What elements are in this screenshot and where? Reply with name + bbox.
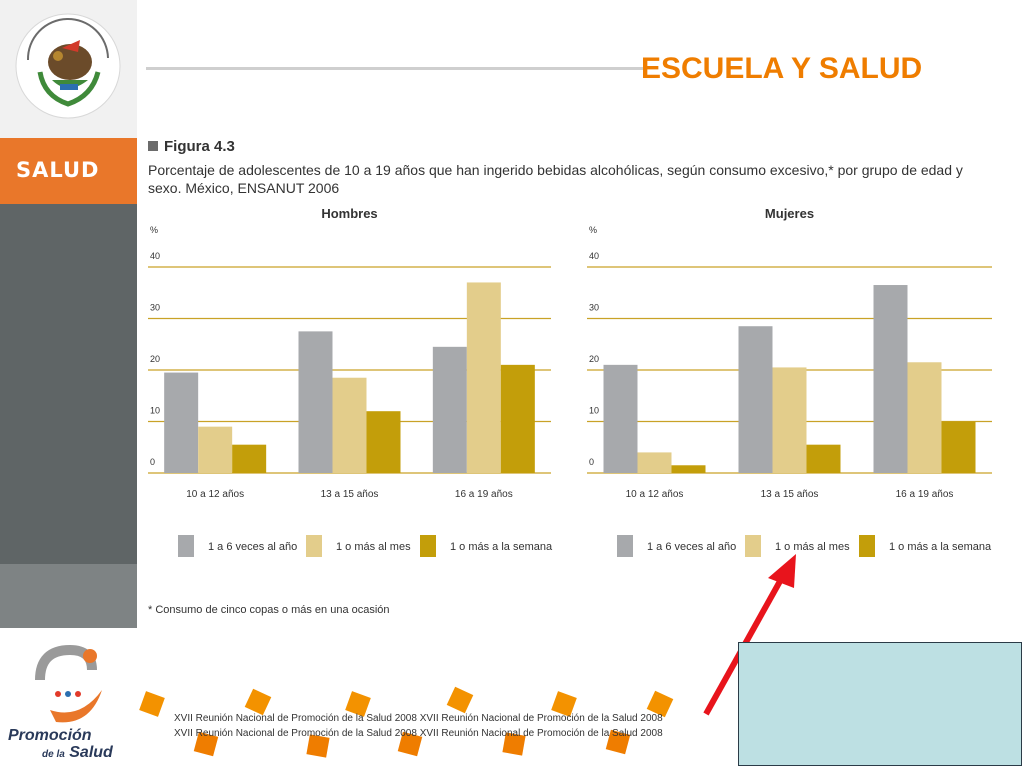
y-tick-label: 10 [150, 406, 160, 416]
sidebar-gray-lower-panel [0, 564, 137, 628]
legend-label: 1 a 6 veces al año [208, 541, 297, 553]
bar [603, 364, 638, 473]
bar [366, 411, 401, 473]
y-tick-label: 30 [150, 303, 160, 313]
logo-text-line: Promoción [8, 727, 92, 744]
bar [806, 444, 841, 473]
footer-text: XVII Reunión Nacional de Promoción de la… [174, 711, 704, 741]
y-tick-label: 20 [150, 354, 160, 364]
bar-charts: Hombres% 0 10 20 30 40 10 a 12 años 13 a 15 año… [148, 206, 992, 557]
sidebar-salud-band: SALUD [0, 138, 137, 204]
legend-swatch [859, 535, 875, 557]
x-tick-label: 16 a 19 años [455, 489, 513, 500]
bar [298, 331, 333, 473]
bar [232, 444, 267, 473]
legend-swatch [306, 535, 322, 557]
y-axis-label: % [150, 225, 158, 235]
figure-footnote: * Consumo de cinco copas o más en una oc… [148, 604, 390, 616]
x-tick-label: 13 a 15 años [761, 489, 819, 500]
logo-text-line: de la [42, 749, 65, 760]
bar [332, 377, 367, 473]
page-title: ESCUELA Y SALUD [641, 52, 923, 85]
footer-line: XVII Reunión Nacional de Promoción de la… [174, 713, 663, 724]
bar [500, 364, 535, 473]
bar [671, 465, 706, 473]
figure-caption: Porcentaje de adolescentes de 10 a 19 añ… [148, 162, 963, 196]
legend-swatch [420, 535, 436, 557]
y-tick-label: 30 [589, 303, 599, 313]
legend-label: 1 o más a la semana [450, 541, 553, 553]
y-tick-label: 10 [589, 406, 599, 416]
legend-swatch [178, 535, 194, 557]
bar [873, 285, 908, 473]
orange-diamonds-decoration [139, 686, 674, 758]
legend-label: 1 o más a la semana [889, 541, 992, 553]
x-tick-label: 10 a 12 años [626, 489, 684, 500]
y-tick-label: 0 [150, 457, 155, 467]
figure-label: Figura 4.3 [148, 138, 235, 155]
note-box [738, 642, 1022, 766]
square-bullet-icon [148, 141, 158, 151]
national-seal-logo [15, 13, 121, 119]
logo-text: Promoción de la Salud [8, 727, 113, 763]
footer-line: XVII Reunión Nacional de Promoción de la… [174, 728, 663, 739]
y-tick-label: 40 [589, 251, 599, 261]
sidebar-label: SALUD [16, 158, 100, 182]
bar [198, 426, 233, 473]
x-tick-label: 16 a 19 años [896, 489, 954, 500]
y-tick-label: 40 [150, 251, 160, 261]
y-tick-label: 0 [589, 457, 594, 467]
bar [738, 326, 773, 473]
chart-title: Hombres [321, 206, 377, 221]
sidebar: SALUD [0, 0, 137, 628]
bar [772, 367, 807, 473]
bar [637, 452, 672, 473]
header-rule [146, 67, 646, 70]
promocion-salud-logo [35, 644, 102, 723]
legend-label: 1 a 6 veces al año [647, 541, 736, 553]
bar [907, 362, 942, 473]
legend-label: 1 o más al mes [775, 541, 850, 553]
bar [432, 346, 467, 473]
chart-title: Mujeres [765, 206, 814, 221]
bar [164, 372, 199, 473]
x-tick-label: 13 a 15 años [321, 489, 379, 500]
x-tick-label: 10 a 12 años [186, 489, 244, 500]
legend-swatch [745, 535, 761, 557]
legend-label: 1 o más al mes [336, 541, 411, 553]
y-tick-label: 20 [589, 354, 599, 364]
sidebar-top-panel [0, 0, 137, 138]
logo-text-line: Salud [69, 744, 113, 761]
figure-label-text: Figura 4.3 [164, 138, 235, 155]
y-axis-label: % [589, 225, 597, 235]
legend-swatch [617, 535, 633, 557]
bar [466, 282, 501, 473]
sidebar-gray-panel [0, 204, 137, 564]
bar [941, 421, 976, 473]
